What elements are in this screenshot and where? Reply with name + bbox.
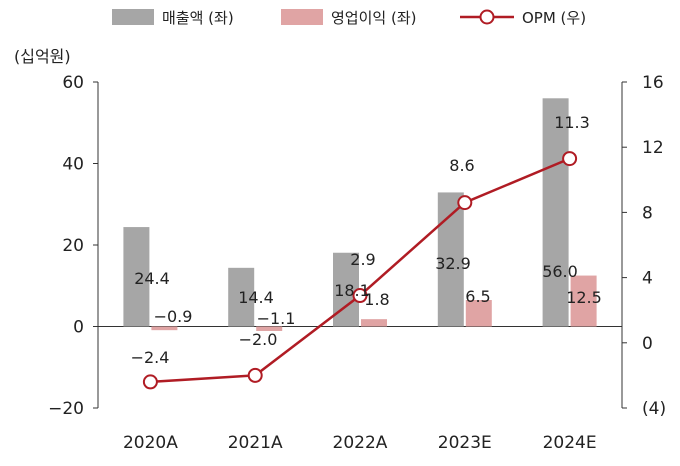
opm-point — [247, 367, 263, 383]
sales-value-label: 14.4 — [238, 288, 274, 307]
axes: −20 0 20 40 60 (4) 0 4 8 12 16 2020A 2021A 2022A 2023E… — [48, 73, 666, 453]
data-labels: 24.4 14.4 18.1 32.9 56.0 −0.9 −1.1 1.8 6.5 12.5 −2… — [131, 113, 602, 367]
sales-bar — [228, 267, 255, 327]
right-tick-label: 4 — [642, 269, 653, 289]
right-tick-label: (4) — [642, 399, 666, 419]
opm-line — [142, 151, 578, 390]
legend-label-opm: OPM (우) — [522, 9, 586, 27]
legend: 매출액 (좌) 영업이익 (좌) OPM (우) — [112, 9, 586, 27]
opm-point — [562, 151, 578, 167]
operating-profit-bar — [256, 326, 283, 331]
sales-value-label: 18.1 — [334, 281, 370, 300]
opm-point — [142, 374, 158, 390]
left-tick-label: 60 — [62, 73, 84, 93]
right-tick-label: 16 — [642, 73, 664, 93]
sales-bar — [123, 227, 150, 327]
legend-swatch-operating-profit — [281, 9, 323, 25]
sales-value-label: 56.0 — [542, 262, 578, 281]
operating-profit-bar — [570, 275, 597, 327]
sales-bar — [542, 98, 569, 327]
bars — [123, 98, 597, 331]
opm-line-path — [150, 157, 571, 384]
left-tick-label: 20 — [62, 236, 84, 256]
right-tick-label: 8 — [642, 203, 653, 223]
legend-marker-opm — [479, 9, 495, 25]
operating-profit-value-label: 1.8 — [364, 290, 389, 309]
opm-value-label: 8.6 — [449, 156, 474, 175]
operating-profit-value-label: 6.5 — [465, 287, 490, 306]
operating-profit-value-label: −1.1 — [257, 309, 296, 328]
operating-profit-bar — [151, 326, 178, 331]
x-tick-label: 2024E — [543, 433, 597, 453]
sales-value-label: 32.9 — [435, 254, 471, 273]
right-tick-label: 0 — [642, 334, 653, 354]
right-tick-label: 12 — [642, 138, 664, 158]
left-tick-label: 40 — [62, 155, 84, 175]
sales-value-label: 24.4 — [134, 269, 170, 288]
left-tick-label: −20 — [48, 399, 84, 419]
opm-point — [352, 288, 368, 304]
opm-point — [457, 195, 473, 211]
legend-label-operating-profit: 영업이익 (좌) — [331, 9, 416, 27]
x-tick-label: 2020A — [123, 433, 178, 453]
opm-value-label: 2.9 — [350, 250, 375, 269]
opm-value-label: −2.0 — [239, 330, 278, 349]
opm-value-label: 11.3 — [554, 113, 590, 132]
opm-value-label: −2.4 — [131, 348, 170, 367]
x-tick-label: 2021A — [228, 433, 283, 453]
operating-profit-bar — [361, 319, 387, 327]
left-tick-label: 0 — [73, 318, 84, 338]
operating-profit-value-label: −0.9 — [154, 307, 193, 326]
operating-profit-bar — [465, 300, 492, 327]
x-tick-label: 2023E — [438, 433, 492, 453]
legend-label-sales: 매출액 (좌) — [162, 9, 234, 27]
x-tick-label: 2022A — [333, 433, 388, 453]
unit-label: (십억원) — [14, 47, 71, 66]
legend-swatch-sales — [112, 9, 154, 25]
operating-profit-value-label: 12.5 — [566, 288, 602, 307]
